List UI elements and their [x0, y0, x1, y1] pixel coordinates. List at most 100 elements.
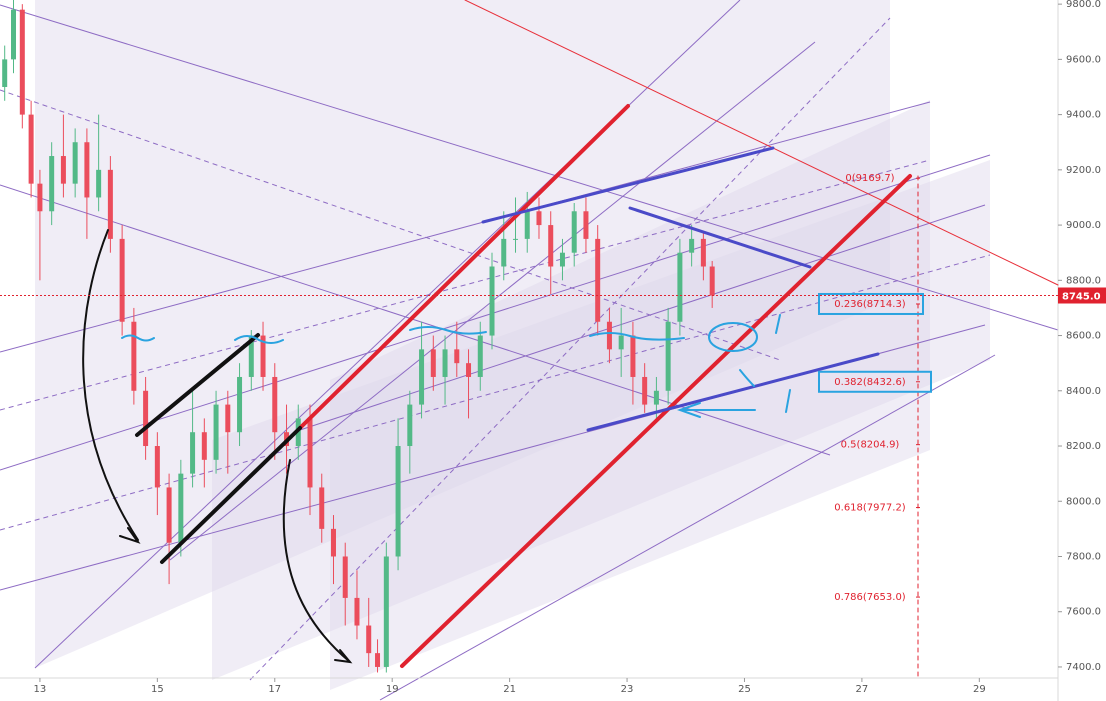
candle-body [248, 335, 254, 377]
blue-line [481, 146, 775, 224]
candle-body [37, 183, 43, 212]
x-tick-label: 29 [973, 684, 986, 695]
trend-line [299, 204, 986, 431]
cyan-scribble [589, 332, 685, 341]
y-tick-label: 9200.0 [1066, 165, 1101, 176]
candle-body [595, 238, 601, 322]
cyan-scribble [409, 326, 487, 335]
y-tick-label: 9400.0 [1066, 110, 1101, 121]
fib-highlight-box [818, 370, 932, 393]
candle-body [154, 446, 160, 488]
candle-body [272, 376, 278, 433]
candle-body [689, 238, 695, 253]
candle-body [11, 9, 17, 60]
red-channel-line [298, 104, 630, 430]
candle-body [375, 653, 381, 667]
candle-body [606, 321, 612, 350]
candle-body [131, 321, 137, 391]
resistance-line [464, 0, 1059, 286]
candle-body [548, 225, 554, 267]
cyan-scribble [121, 334, 155, 342]
candle-body [677, 252, 683, 322]
blue-line [586, 352, 880, 432]
candle-body [653, 390, 659, 405]
y-tick-label: 9000.0 [1066, 220, 1101, 231]
dashed-line [0, 159, 931, 411]
x-tick-label: 19 [386, 684, 399, 695]
y-tick-label: 7800.0 [1066, 551, 1101, 562]
y-tick-label: 8200.0 [1066, 441, 1101, 452]
candle-body [642, 376, 648, 405]
candle-body [512, 238, 518, 240]
candle-body [60, 156, 66, 184]
candle-body [342, 556, 348, 598]
candle-body [72, 142, 78, 184]
candle-body [119, 238, 125, 322]
arrow-head [119, 527, 141, 544]
candle-body [501, 238, 507, 267]
overlay: 8745.0 0(9169.7) 0.236(8714.3) 0.382(8432.6… [0, 173, 1106, 603]
dashed-line [0, 254, 991, 531]
fib-level-label: 0.382(8432.6) [834, 377, 906, 388]
fib-level-label: 0.618(7977.2) [834, 503, 906, 514]
x-tick-label: 13 [34, 684, 47, 695]
blue-line [628, 206, 812, 269]
candle-body [354, 597, 360, 626]
candle-body [49, 156, 55, 212]
candle-body [19, 9, 25, 115]
candle-body [524, 211, 530, 239]
arrow-head [334, 649, 353, 664]
black-line [135, 333, 260, 437]
candles [2, 0, 715, 673]
dashed-line [249, 17, 891, 681]
cyan-scribble [739, 314, 791, 413]
y-tick-label: 8600.0 [1066, 331, 1101, 342]
candle-body [225, 404, 231, 433]
candle-body [700, 238, 706, 267]
candle-body [383, 556, 389, 667]
candle-body [536, 211, 542, 226]
x-tick-label: 15 [151, 684, 164, 695]
fib-level-label: 0.236(8714.3) [834, 299, 906, 310]
candle-body [213, 404, 219, 460]
last-price-tag [1058, 287, 1106, 304]
y-tick-label: 8000.0 [1066, 496, 1101, 507]
candle-body [395, 446, 401, 557]
candle-body [107, 169, 113, 239]
candle-body [630, 335, 636, 377]
fib-highlight-box [818, 292, 924, 315]
candle-body [430, 349, 436, 377]
trend-line [379, 354, 996, 701]
candle-body [307, 418, 313, 488]
candle-body [237, 376, 243, 433]
y-tick-label: 8400.0 [1066, 386, 1101, 397]
candle-body [319, 487, 325, 529]
trend-line [0, 4, 1059, 331]
x-tick-label: 23 [621, 684, 634, 695]
fib-level-label: 0.786(7653.0) [834, 592, 906, 603]
candle-body [407, 404, 413, 447]
fib-level-label: 0(9169.7) [845, 173, 894, 184]
trend-line [0, 154, 991, 471]
candle-body [2, 59, 8, 87]
candle-body [618, 335, 624, 350]
channel-area [212, 160, 990, 680]
candle-body [366, 625, 372, 654]
cyan-scribble [234, 335, 284, 344]
candle-body [442, 349, 448, 377]
x-tick-label: 21 [503, 684, 516, 695]
y-tick-label: 9600.0 [1066, 54, 1101, 65]
candle-body [477, 335, 483, 377]
candle-body [330, 528, 336, 557]
candle-body [143, 390, 149, 447]
fib-level-label: 0.5(8204.9) [841, 440, 900, 451]
x-tick-label: 17 [268, 684, 281, 695]
candle-body [190, 432, 196, 474]
red-channel-line [400, 174, 912, 668]
candle-body [571, 211, 577, 253]
candle-body [466, 363, 472, 377]
candle-body [454, 349, 460, 364]
